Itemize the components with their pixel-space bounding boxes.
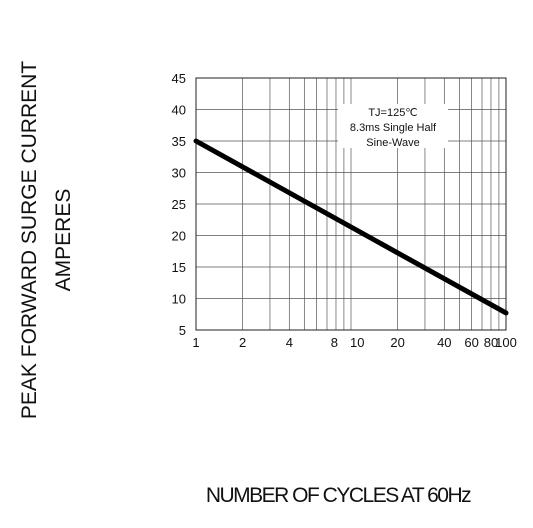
y-tick-label: 15 [172, 260, 186, 275]
y-tick-label: 5 [179, 323, 186, 338]
plot-frame [195, 77, 507, 331]
y-tick-label: 25 [172, 197, 186, 212]
x-tick-label: 20 [390, 335, 404, 350]
x-tick-label: 2 [239, 335, 246, 350]
y-axis-ticks: 5 10 15 20 25 30 35 40 45 [172, 71, 186, 338]
x-tick-label: 10 [350, 335, 364, 350]
y-axis-label-line1: PEAK FORWARD SURGE CURRENT [18, 61, 41, 419]
y-tick-label: 30 [172, 166, 186, 181]
annotation-box [338, 104, 448, 148]
y-tick-label: 10 [172, 292, 186, 307]
y-tick-label: 35 [172, 134, 186, 149]
x-tick-label: 1 [192, 335, 199, 350]
annotation-line-2: 8.3ms Single Half [350, 122, 437, 134]
x-tick-label: 8 [331, 335, 338, 350]
annotation-line-3: Sine-Wave [366, 137, 419, 149]
y-tick-label: 45 [172, 71, 186, 86]
y-axis-label-line2: AMPERES [52, 189, 75, 292]
x-tick-label: 80 [484, 335, 498, 350]
x-tick-label: 100 [495, 335, 517, 350]
x-tick-label: 40 [437, 335, 451, 350]
y-tick-label: 40 [172, 103, 186, 118]
x-tick-label: 60 [464, 335, 478, 350]
x-axis-label: NUMBER OF CYCLES AT 60Hz [206, 484, 471, 507]
annotation-line-1: TJ=125℃ [368, 107, 417, 119]
y-tick-label: 20 [172, 229, 186, 244]
series-line [193, 138, 509, 316]
x-tick-label: 4 [286, 335, 293, 350]
